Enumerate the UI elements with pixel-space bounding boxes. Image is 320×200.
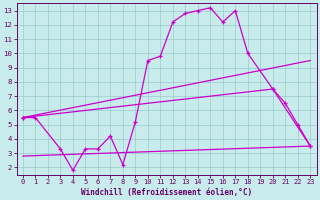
X-axis label: Windchill (Refroidissement éolien,°C): Windchill (Refroidissement éolien,°C) (81, 188, 252, 197)
